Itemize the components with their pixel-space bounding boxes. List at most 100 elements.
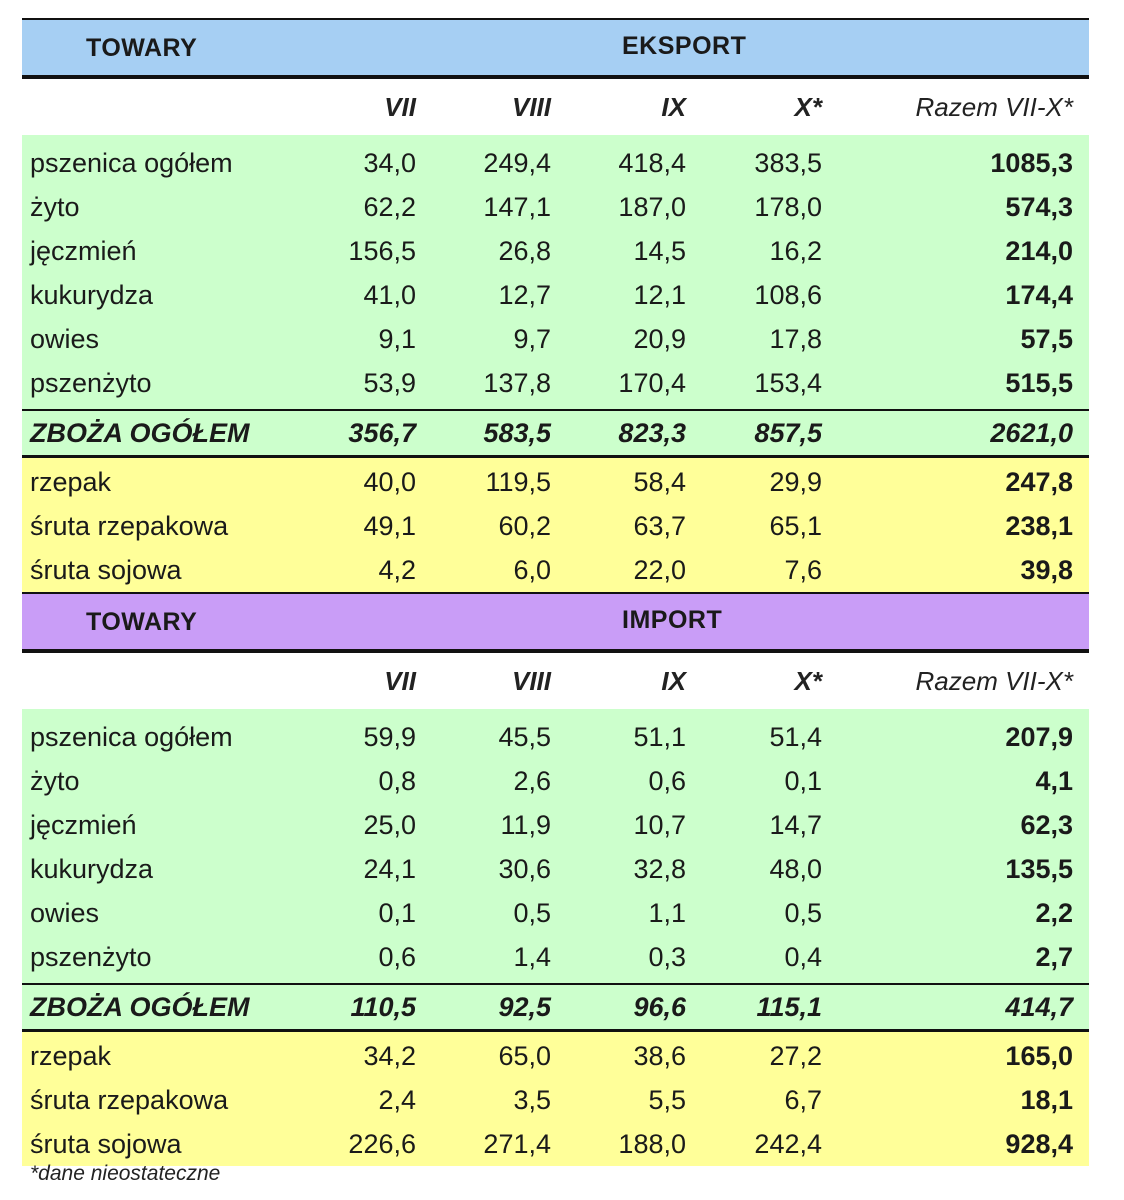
value-viii: 30,6 [498, 853, 551, 884]
value-vii: 62,2 [363, 191, 416, 222]
value-vii: 110,5 [350, 991, 416, 1022]
table-row: śruta rzepakowa 2,4 3,5 5,5 6,7 18,1 [22, 1078, 1089, 1122]
value-x: 29,9 [769, 466, 822, 497]
value-viii: 0,5 [513, 897, 551, 928]
value-vii: 356,7 [348, 417, 416, 448]
table-row: śruta sojowa 4,2 6,0 22,0 7,6 39,8 [22, 548, 1089, 592]
value-x: 7,6 [784, 554, 822, 585]
col-ix: IX [661, 91, 686, 122]
value-viii: 119,5 [485, 466, 551, 497]
value-x: 178,0 [754, 191, 822, 222]
value-x: 16,2 [769, 235, 822, 266]
value-total: 2621,0 [990, 417, 1073, 448]
export-header: TOWARY EKSPORT [22, 18, 1089, 79]
value-x: 14,7 [769, 809, 822, 840]
value-total: 1085,3 [990, 147, 1073, 178]
table-row: żyto 62,2 147,1 187,0 178,0 574,3 [22, 185, 1089, 229]
value-vii: 0,1 [378, 897, 416, 928]
export-cereals: pszenica ogółem 34,0 249,4 418,4 383,5 1085,3… [22, 135, 1089, 409]
value-x: 48,0 [769, 853, 822, 884]
value-viii: 147,1 [483, 191, 551, 222]
col-x: X* [794, 665, 822, 696]
value-total: 207,9 [1005, 721, 1073, 752]
row-label: śruta sojowa [30, 1128, 182, 1159]
value-ix: 14,5 [633, 235, 686, 266]
value-vii: 226,6 [348, 1128, 416, 1159]
value-ix: 188,0 [618, 1128, 686, 1159]
row-label: pszenżyto [30, 941, 152, 972]
table-row: pszenica ogółem 59,9 45,5 51,1 51,4 207,9 [22, 715, 1089, 759]
value-ix: 1,1 [648, 897, 686, 928]
footnote: *dane nieostateczne [30, 1162, 221, 1185]
value-x: 51,4 [769, 721, 822, 752]
value-total: 414,7 [1005, 991, 1073, 1022]
value-x: 0,1 [784, 765, 822, 796]
value-viii: 11,9 [500, 809, 551, 840]
table-row: pszenżyto 53,9 137,8 170,4 153,4 515,5 [22, 361, 1089, 405]
value-ix: 38,6 [633, 1040, 686, 1071]
value-total: 57,5 [1020, 323, 1073, 354]
value-total: 238,1 [1005, 510, 1073, 541]
value-x: 115,1 [756, 991, 822, 1022]
row-label: owies [30, 323, 100, 354]
table-row: śruta sojowa 226,6 271,4 188,0 242,4 928,4 [22, 1122, 1089, 1166]
value-ix: 170,4 [618, 367, 686, 398]
value-vii: 24,1 [363, 853, 416, 884]
col-vii: VII [384, 91, 416, 122]
table-row: pszenżyto 0,6 1,4 0,3 0,4 2,7 [22, 935, 1089, 979]
col-total: Razem VII-X* [915, 91, 1074, 122]
value-total: 247,8 [1005, 466, 1073, 497]
value-x: 27,2 [769, 1040, 822, 1071]
value-ix: 187,0 [618, 191, 686, 222]
row-label: kukurydza [30, 853, 154, 884]
value-total: 135,5 [1005, 853, 1073, 884]
value-ix: 20,9 [633, 323, 686, 354]
import-header: TOWARY IMPORT [22, 592, 1089, 653]
value-viii: 60,2 [498, 510, 551, 541]
value-x: 383,5 [754, 147, 822, 178]
value-vii: 25,0 [363, 809, 416, 840]
table-row: owies 9,1 9,7 20,9 17,8 57,5 [22, 317, 1089, 361]
row-label: żyto [30, 191, 80, 222]
value-x: 857,5 [754, 417, 822, 448]
value-ix: 10,7 [633, 809, 686, 840]
column-header-row: VII VIII IX X* Razem VII-X* [22, 653, 1089, 709]
row-label: żyto [30, 765, 80, 796]
import-oilseeds: rzepak 34,2 65,0 38,6 27,2 165,0 śruta rzepako… [22, 1032, 1089, 1166]
value-ix: 96,6 [633, 991, 686, 1022]
row-label: owies [30, 897, 100, 928]
value-vii: 49,1 [363, 510, 416, 541]
value-viii: 3,5 [513, 1084, 551, 1115]
value-viii: 6,0 [513, 554, 551, 585]
value-viii: 26,8 [498, 235, 551, 266]
trade-table: TOWARY EKSPORT VII VIII IX X* Razem VII-… [22, 18, 1089, 1166]
value-vii: 59,9 [363, 721, 416, 752]
section-title: IMPORT [622, 606, 723, 634]
value-total: 515,5 [1005, 367, 1073, 398]
col-ix: IX [661, 665, 686, 696]
col-vii: VII [384, 665, 416, 696]
value-total: 62,3 [1020, 809, 1073, 840]
import-total-row: ZBOŻA OGÓŁEM 110,5 92,5 96,6 115,1 414,7 [22, 983, 1089, 1032]
col-viii: VIII [511, 665, 551, 696]
table-row: śruta rzepakowa 49,1 60,2 63,7 65,1 238,1 [22, 504, 1089, 548]
table-row: jęczmień 156,5 26,8 14,5 16,2 214,0 [22, 229, 1089, 273]
row-label: pszenżyto [30, 367, 152, 398]
row-label: pszenica ogółem [30, 721, 233, 752]
value-viii: 12,7 [498, 279, 551, 310]
value-viii: 1,4 [513, 941, 551, 972]
value-ix: 0,6 [648, 765, 686, 796]
value-viii: 65,0 [498, 1040, 551, 1071]
col-viii: VIII [511, 91, 551, 122]
value-x: 0,5 [784, 897, 822, 928]
value-vii: 41,0 [363, 279, 416, 310]
table-row: kukurydza 24,1 30,6 32,8 48,0 135,5 [22, 847, 1089, 891]
value-viii: 92,5 [498, 991, 551, 1022]
value-vii: 34,2 [363, 1040, 416, 1071]
table-row: owies 0,1 0,5 1,1 0,5 2,2 [22, 891, 1089, 935]
value-vii: 2,4 [378, 1084, 416, 1115]
value-total: 39,8 [1020, 554, 1073, 585]
value-x: 6,7 [784, 1084, 822, 1115]
value-x: 65,1 [769, 510, 822, 541]
value-ix: 823,3 [618, 417, 686, 448]
